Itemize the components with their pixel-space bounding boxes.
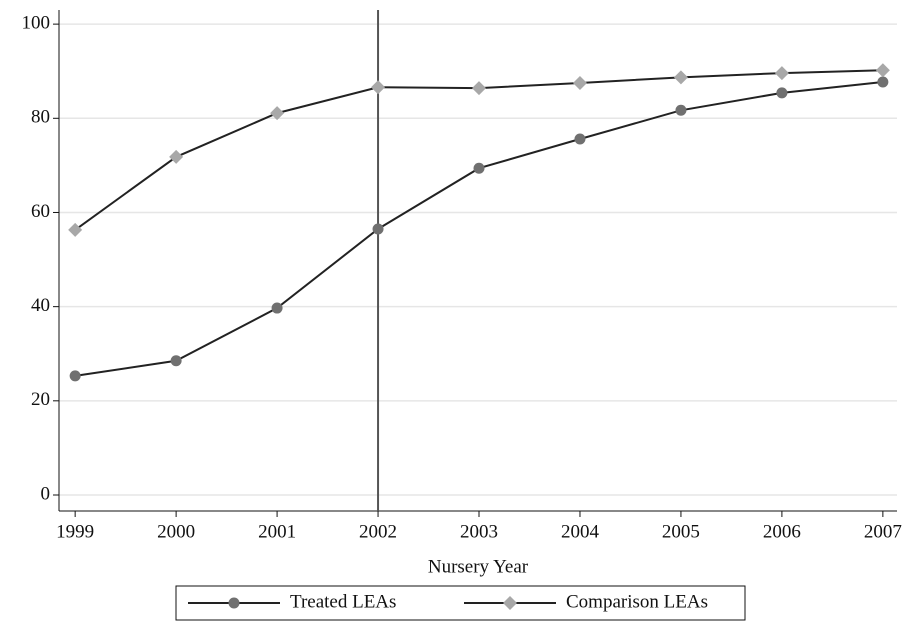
diamond-marker: [572, 75, 587, 90]
legend-box: [175, 585, 746, 621]
diamond-marker: [774, 66, 789, 81]
legend-label: Treated LEAs: [290, 591, 396, 612]
y-tick-label: 40: [31, 295, 50, 316]
circle-marker: [170, 355, 182, 367]
diamond-marker: [673, 70, 688, 85]
circle-marker: [473, 162, 485, 174]
y-tick-label: 60: [31, 201, 50, 222]
y-tick-label: 80: [31, 107, 50, 128]
x-tick-label: 2001: [258, 521, 296, 542]
diamond-marker: [169, 149, 184, 164]
diamond-marker: [371, 80, 386, 95]
x-tick-label: 1999: [56, 521, 94, 542]
y-tick-label: 20: [31, 389, 50, 410]
x-tick-label: 2004: [561, 521, 600, 542]
circle-marker: [372, 223, 384, 235]
legend-marker: [503, 596, 517, 610]
circle-marker: [271, 302, 283, 314]
x-tick-label: 2000: [157, 521, 195, 542]
legend-label: Comparison LEAs: [566, 591, 708, 612]
diamond-marker: [68, 222, 83, 237]
circle-marker: [675, 104, 687, 116]
x-tick-label: 2005: [662, 521, 700, 542]
circle-marker: [776, 87, 788, 99]
diamond-marker: [472, 81, 487, 96]
x-tick-label: 2007: [864, 521, 902, 542]
circle-marker: [69, 370, 81, 382]
diamond-marker: [875, 63, 890, 78]
circle-marker: [574, 133, 586, 145]
x-tick-label: 2002: [359, 521, 397, 542]
x-tick-label: 2006: [763, 521, 801, 542]
y-tick-label: 100: [22, 12, 51, 33]
legend-marker: [228, 597, 240, 609]
y-tick-label: 0: [41, 483, 51, 504]
circle-marker: [877, 76, 889, 88]
x-axis-label: Nursery Year: [428, 556, 529, 577]
x-tick-label: 2003: [460, 521, 498, 542]
diamond-marker: [270, 106, 285, 121]
